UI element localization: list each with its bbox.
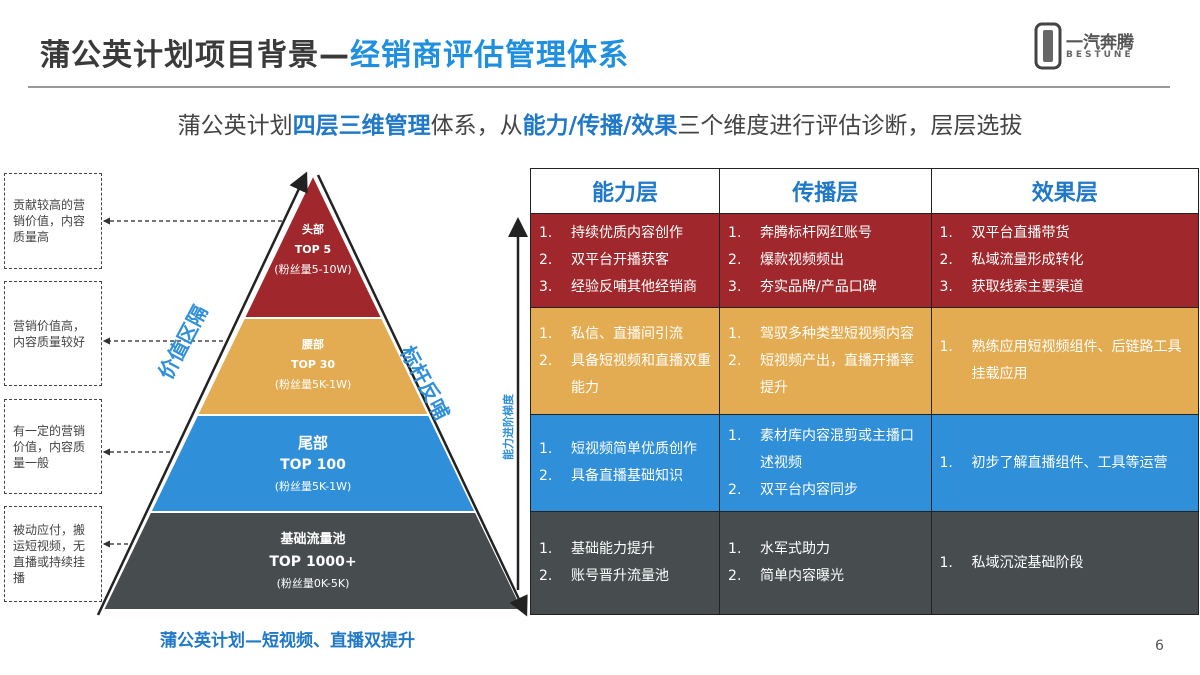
list-item: 2. 爆款视频频出	[728, 252, 845, 268]
axis-label: 能力进阶梯度	[502, 394, 515, 460]
list-item: 2. 短视频产出，直播开播率提升	[728, 352, 915, 396]
list-item: 1. 短视频简单优质创作	[539, 441, 697, 457]
left-edge-arrow	[96, 171, 308, 616]
note-box: 有一定的营销价值，内容质量一般	[4, 399, 102, 494]
list-item: 2. 具备短视频和直播双重能力	[539, 352, 711, 396]
page-number: 6	[1155, 638, 1164, 654]
evaluation-table: 能力层 传播层 效果层 1. 持续优质内容创作 2. 双平台开播获客 3. 经验反哺其他经…	[529, 168, 1199, 615]
table-cell: 1. 双平台直播带货 2. 私域流量形成转化 3. 获取线索主要渠道	[930, 213, 1199, 308]
pyramid	[96, 171, 528, 617]
pyramid-layer-label: 基础流量池 TOP 1000+ (粉丝量0K-5K)	[213, 529, 413, 595]
list-item: 2. 双平台内容同步	[728, 481, 859, 498]
column-header: 传播层	[719, 168, 932, 214]
list-item: 1. 双平台直播带货	[939, 225, 1070, 241]
list-item: 1. 熟练应用短视频组件、后链路工具挂载应用	[939, 339, 1182, 382]
table-cell: 1. 私域沉淀基础阶段	[930, 511, 1199, 615]
bestune-logo	[1034, 22, 1062, 70]
table-cell: 1. 私信、直播间引流 2. 具备短视频和直播双重能力	[529, 307, 721, 415]
note-box: 被动应付，搬运短视频，无直播或持续挂播	[4, 506, 102, 602]
list-item: 2. 私域流量形成转化	[939, 252, 1084, 268]
title-divider	[28, 86, 1170, 88]
right-edge-arrow	[316, 174, 528, 617]
list-item: 1. 水军式助力	[728, 541, 831, 557]
layer-rank: TOP 100	[280, 456, 346, 473]
layer-rank: TOP 1000+	[269, 554, 357, 570]
pyramid-caption: 蒲公英计划—短视频、直播双提升	[160, 631, 415, 651]
note-box: 营销价值高，内容质量较好	[4, 281, 102, 386]
table-cell: 1. 持续优质内容创作 2. 双平台开播获客 3. 经验反哺其他经销商	[529, 213, 721, 308]
table-row: 1. 短视频简单优质创作 2. 具备直播基础知识 1. 素材库内容混剪或主播口述视频 2. 双…	[529, 414, 1199, 512]
list-item: 3. 夯实品牌/产品口碑	[728, 279, 877, 295]
table-cell: 1. 奔腾标杆网红账号 2. 爆款视频频出 3. 夯实品牌/产品口碑	[719, 213, 932, 308]
list-item: 2. 双平台开播获客	[539, 252, 669, 268]
list-item: 1. 基础能力提升	[539, 541, 655, 557]
table-cell: 1. 素材库内容混剪或主播口述视频 2. 双平台内容同步	[719, 414, 932, 512]
column-header: 效果层	[930, 168, 1199, 214]
layer-name: 尾部	[297, 433, 328, 452]
list-item: 1. 私域沉淀基础阶段	[939, 554, 1084, 571]
list-item: 2. 简单内容曝光	[728, 568, 845, 584]
layer-name: 基础流量池	[280, 532, 346, 547]
layer-name: 腰部	[302, 337, 324, 351]
logo-subtext: BESTUNE	[1066, 50, 1134, 60]
table-cell: 1. 驾驭多种类型短视频内容 2. 短视频产出，直播开播率提升	[719, 307, 932, 415]
pyramid-layer-label: 腰部 TOP 30 (粉丝量5K-1W)	[213, 335, 413, 395]
table-cell: 1. 水军式助力 2. 简单内容曝光	[719, 511, 932, 615]
table-cell: 1. 基础能力提升 2. 账号晋升流量池	[529, 511, 721, 615]
layer-fans: (粉丝量0K-5K)	[276, 577, 350, 590]
table-row: 1. 基础能力提升 2. 账号晋升流量池 1. 水军式助力 2. 简单内容曝光 1. 私域沉淀基础…	[529, 511, 1199, 615]
list-item: 1. 初步了解直播组件、工具等运营	[939, 454, 1168, 471]
list-item: 2. 具备直播基础知识	[539, 468, 683, 484]
list-item: 3. 获取线索主要渠道	[939, 279, 1084, 295]
layer-rank: TOP 5	[294, 243, 332, 256]
list-item: 1. 持续优质内容创作	[539, 225, 683, 241]
list-item: 3. 经验反哺其他经销商	[539, 279, 697, 295]
subtitle: 蒲公英计划四层三维管理体系，从能力/传播/效果三个维度进行评估诊断，层层选拔	[177, 113, 1023, 139]
layer-rank: TOP 30	[290, 357, 336, 371]
layer-fans: (粉丝量5K-1W)	[274, 479, 352, 493]
column-header: 能力层	[529, 168, 721, 214]
table-row: 1. 私信、直播间引流 2. 具备短视频和直播双重能力 1. 驾驭多种类型短视频内容 2. 短…	[529, 307, 1199, 415]
table-cell: 1. 初步了解直播组件、工具等运营	[930, 414, 1199, 512]
layer-fans: (粉丝量5-10W)	[274, 263, 352, 276]
list-item: 1. 驾驭多种类型短视频内容	[728, 325, 915, 342]
page-title: 蒲公英计划项目背景—经销商评估管理体系	[40, 38, 629, 73]
list-item: 1. 奔腾标杆网红账号	[728, 225, 873, 241]
layer-fans: (粉丝量5K-1W)	[274, 377, 352, 391]
logo-text: 一汽奔腾	[1066, 33, 1134, 53]
pyramid-layer-label: 头部 TOP 5 (粉丝量5-10W)	[213, 220, 413, 280]
note-box: 贡献较高的营销价值，内容质量高	[4, 173, 102, 269]
list-item: 1. 素材库内容混剪或主播口述视频	[728, 427, 915, 471]
layer-name: 头部	[302, 223, 324, 236]
table-cell: 1. 短视频简单优质创作 2. 具备直播基础知识	[529, 414, 721, 512]
pyramid-layer-label: 尾部 TOP 100 (粉丝量5K-1W)	[213, 432, 413, 498]
table-cell: 1. 熟练应用短视频组件、后链路工具挂载应用	[930, 307, 1199, 415]
list-item: 1. 私信、直播间引流	[539, 325, 683, 342]
table-row: 1. 持续优质内容创作 2. 双平台开播获客 3. 经验反哺其他经销商 1. 奔腾标杆网红账号…	[529, 213, 1199, 308]
list-item: 2. 账号晋升流量池	[539, 568, 669, 584]
